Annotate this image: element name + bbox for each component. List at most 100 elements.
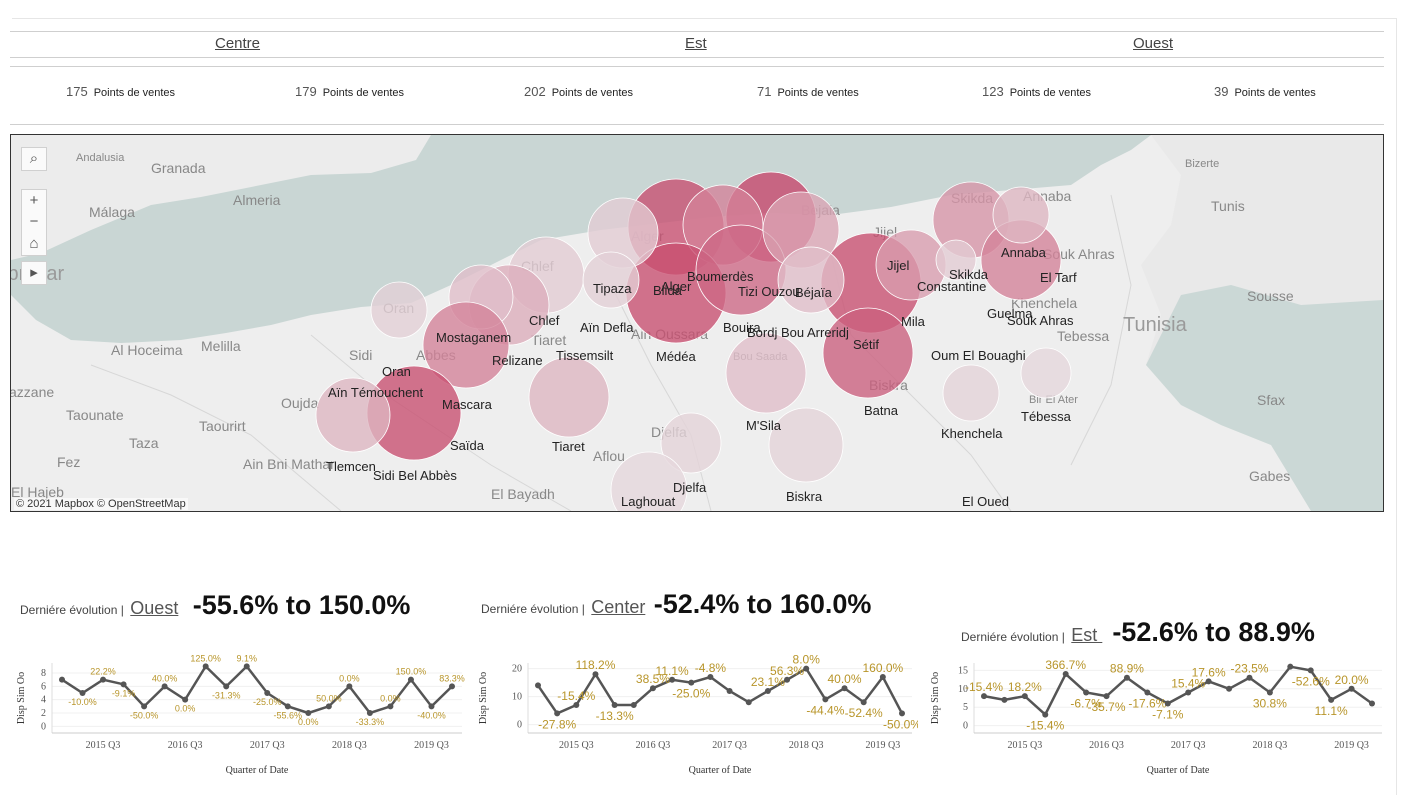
data-point[interactable]	[630, 702, 637, 708]
region-link-centre[interactable]: Centre	[215, 35, 261, 52]
data-point[interactable]	[305, 710, 312, 716]
data-point[interactable]	[1001, 696, 1008, 703]
sales-bubble[interactable]	[768, 407, 844, 483]
point-of-sale-map[interactable]: AndalusiaGranadaAlmeriaMálagaibraltarOra…	[10, 134, 1384, 512]
map-canvas[interactable]: AndalusiaGranadaAlmeriaMálagaibraltarOra…	[11, 135, 1383, 511]
data-point[interactable]	[1021, 693, 1028, 700]
data-point[interactable]	[1266, 689, 1273, 696]
x-axis-label: Quarter of Date	[226, 765, 289, 776]
data-point[interactable]	[1062, 671, 1069, 678]
data-point[interactable]	[535, 682, 541, 689]
data-point[interactable]	[141, 703, 148, 710]
zoom-out-icon[interactable]: −	[21, 211, 47, 233]
sales-bubble[interactable]	[660, 412, 722, 474]
data-point[interactable]	[264, 690, 271, 696]
data-point[interactable]	[1144, 689, 1151, 696]
data-point[interactable]	[161, 683, 168, 690]
sales-bubble[interactable]	[942, 364, 1000, 422]
data-point[interactable]	[611, 702, 618, 708]
data-point[interactable]	[688, 679, 695, 686]
data-point[interactable]	[1328, 696, 1335, 703]
data-point[interactable]	[981, 693, 987, 700]
home-icon[interactable]: ⌂	[21, 233, 47, 256]
data-point[interactable]	[79, 690, 86, 696]
map-attribution[interactable]: © 2021 Mapbox © OpenStreetMap	[14, 498, 188, 510]
data-point[interactable]	[592, 671, 599, 678]
data-point[interactable]	[1307, 667, 1314, 674]
data-point[interactable]	[325, 703, 332, 710]
sales-bubble[interactable]	[935, 239, 977, 281]
data-point[interactable]	[243, 663, 250, 670]
data-point[interactable]	[366, 710, 373, 716]
data-point[interactable]	[784, 676, 791, 683]
data-point[interactable]	[899, 710, 905, 717]
sales-bubble[interactable]	[370, 281, 428, 339]
data-point[interactable]	[407, 676, 414, 683]
data-point[interactable]	[387, 703, 394, 710]
sales-bubble[interactable]	[725, 332, 807, 414]
y-tick-label: 10	[958, 684, 968, 695]
data-point[interactable]	[1185, 689, 1192, 696]
region-link-est[interactable]: Est	[685, 35, 707, 52]
data-point[interactable]	[1103, 693, 1110, 700]
data-point[interactable]	[879, 674, 886, 680]
data-point[interactable]	[428, 703, 435, 710]
data-point[interactable]	[726, 688, 733, 694]
data-label: -25.0%	[672, 687, 710, 701]
data-point[interactable]	[1246, 674, 1253, 681]
sales-bubble[interactable]	[610, 451, 688, 511]
data-point[interactable]	[284, 703, 291, 710]
data-point[interactable]	[223, 683, 230, 690]
sales-bubble[interactable]	[1020, 347, 1072, 399]
data-point[interactable]	[1164, 700, 1171, 707]
data-point[interactable]	[182, 696, 189, 703]
data-point[interactable]	[707, 674, 714, 680]
sales-bubble[interactable]	[992, 186, 1050, 244]
sales-bubble[interactable]	[422, 301, 510, 389]
data-point[interactable]	[1042, 711, 1049, 718]
panel-region-link[interactable]: Center	[591, 597, 646, 617]
region-link-ouest[interactable]: Ouest	[1133, 35, 1174, 52]
data-point[interactable]	[649, 685, 656, 692]
data-point[interactable]	[860, 699, 867, 706]
y-axis-label: Disp Sim Oo	[478, 672, 489, 724]
data-point[interactable]	[346, 683, 353, 690]
data-point[interactable]	[822, 696, 829, 703]
data-point[interactable]	[1083, 689, 1090, 696]
data-point[interactable]	[803, 665, 810, 672]
sales-bubble[interactable]	[777, 246, 845, 314]
data-point[interactable]	[554, 710, 561, 717]
play-icon[interactable]: ▸	[21, 261, 47, 285]
panel-region-link[interactable]: Est	[1071, 625, 1103, 645]
data-point[interactable]	[202, 663, 209, 670]
data-point[interactable]	[1287, 663, 1294, 670]
data-label: -52.4%	[845, 706, 883, 720]
data-point[interactable]	[669, 676, 676, 683]
data-label: 40.0%	[828, 672, 862, 686]
data-point[interactable]	[1369, 700, 1375, 707]
data-point[interactable]	[59, 676, 65, 683]
panel-region-link[interactable]: Ouest	[130, 598, 179, 618]
sparkline-chart-ouest: 0 2 4 6 8 2015 Q3 2016 Q3 2017 Q3 2018 Q3 2019 Q3…	[16, 655, 465, 776]
sales-bubble[interactable]	[315, 377, 391, 453]
background-place-label: Al Hoceima	[111, 342, 183, 358]
sales-bubble[interactable]	[528, 356, 610, 438]
search-icon[interactable]: ⌕	[21, 147, 47, 171]
zoom-in-icon[interactable]: +	[21, 189, 47, 212]
city-label: Tissemsilt	[556, 348, 614, 363]
sales-bubble[interactable]	[822, 307, 914, 399]
data-point[interactable]	[100, 676, 107, 683]
data-point[interactable]	[449, 683, 455, 690]
data-point[interactable]	[1226, 685, 1233, 692]
data-point[interactable]	[573, 702, 580, 708]
kpi-points-de-ventes: 39 Points de ventes	[1214, 84, 1316, 99]
data-point[interactable]	[1348, 685, 1355, 692]
data-point[interactable]	[1205, 678, 1212, 685]
data-point[interactable]	[120, 681, 127, 688]
sales-bubble[interactable]	[582, 251, 640, 309]
data-point[interactable]	[745, 699, 752, 706]
data-point[interactable]	[1123, 674, 1130, 681]
data-point[interactable]	[764, 688, 771, 694]
data-label: -23.5%	[1230, 662, 1268, 676]
data-point[interactable]	[841, 685, 848, 692]
